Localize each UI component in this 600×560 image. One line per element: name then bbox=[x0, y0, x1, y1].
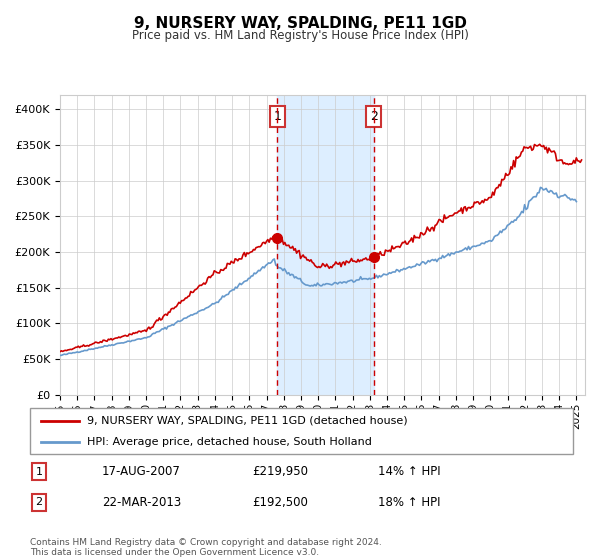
Text: HPI: Average price, detached house, South Holland: HPI: Average price, detached house, Sout… bbox=[87, 437, 372, 447]
Text: £219,950: £219,950 bbox=[252, 465, 308, 478]
Text: 2: 2 bbox=[370, 110, 377, 123]
Text: 17-AUG-2007: 17-AUG-2007 bbox=[102, 465, 181, 478]
Text: £192,500: £192,500 bbox=[252, 496, 308, 509]
Text: 9, NURSERY WAY, SPALDING, PE11 1GD (detached house): 9, NURSERY WAY, SPALDING, PE11 1GD (deta… bbox=[87, 416, 407, 426]
Text: 14% ↑ HPI: 14% ↑ HPI bbox=[378, 465, 440, 478]
Text: 2: 2 bbox=[35, 497, 43, 507]
Bar bbox=[277, 95, 374, 395]
Text: 1: 1 bbox=[274, 110, 281, 123]
Text: 18% ↑ HPI: 18% ↑ HPI bbox=[378, 496, 440, 509]
Text: 9, NURSERY WAY, SPALDING, PE11 1GD: 9, NURSERY WAY, SPALDING, PE11 1GD bbox=[134, 16, 466, 31]
Text: 22-MAR-2013: 22-MAR-2013 bbox=[102, 496, 181, 509]
Text: Contains HM Land Registry data © Crown copyright and database right 2024.
This d: Contains HM Land Registry data © Crown c… bbox=[30, 538, 382, 557]
Text: 1: 1 bbox=[35, 466, 43, 477]
Text: Price paid vs. HM Land Registry's House Price Index (HPI): Price paid vs. HM Land Registry's House … bbox=[131, 29, 469, 42]
